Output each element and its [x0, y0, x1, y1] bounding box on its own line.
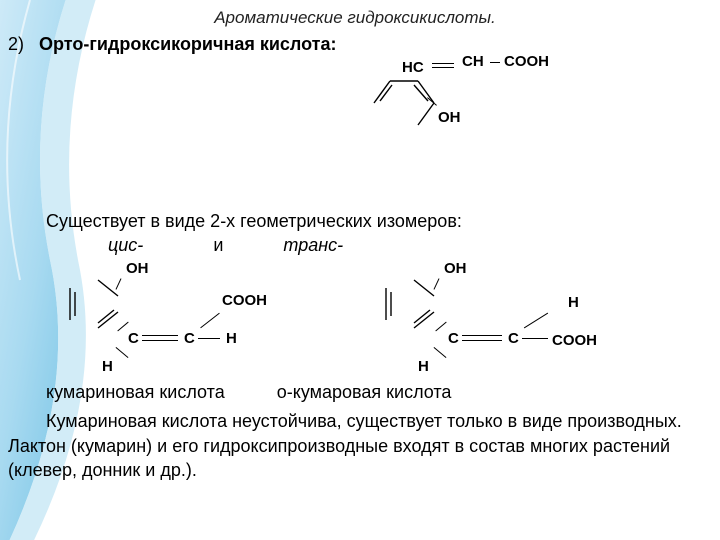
compound-heading: Орто-гидроксикоричная кислота:: [39, 34, 336, 54]
cis-label: цис-: [108, 235, 143, 255]
right-cooh: COOH: [552, 332, 597, 349]
isomer-labels: цис- и транс-: [108, 235, 702, 256]
left-ring-icon: [64, 274, 134, 344]
left-h-bottom: H: [102, 358, 113, 375]
trans-label: транс-: [283, 235, 343, 255]
heading-line: 2) Орто-гидроксикоричная кислота:: [8, 34, 702, 55]
item-number: 2): [8, 34, 34, 55]
isomer-intro: Существует в виде 2-х геометрических изо…: [46, 209, 692, 233]
left-cooh: COOH: [222, 292, 267, 309]
label-ch: CH: [462, 53, 484, 70]
right-h-top: H: [568, 294, 579, 311]
body-paragraph: Кумариновая кислота неустойчива, существ…: [8, 409, 692, 482]
right-c2: C: [508, 330, 519, 347]
and-label: и: [213, 235, 223, 255]
page-title: Ароматические гидроксикислоты.: [8, 8, 702, 28]
isomer-names: кумариновая кислота о-кумаровая кислота: [46, 382, 702, 403]
left-h-right: H: [226, 330, 237, 347]
right-ring-icon: [380, 274, 450, 344]
right-h-bottom: H: [418, 358, 429, 375]
bottom-structures: OH COOH C C H H OH H C C H COOH: [8, 260, 702, 380]
benzene-ring-icon: [364, 73, 450, 151]
left-c2: C: [184, 330, 195, 347]
name-left: кумариновая кислота: [46, 382, 225, 402]
top-structure: HC CH COOH OH: [8, 59, 702, 209]
label-cooh: COOH: [504, 53, 549, 70]
name-right: о-кумаровая кислота: [277, 382, 452, 402]
